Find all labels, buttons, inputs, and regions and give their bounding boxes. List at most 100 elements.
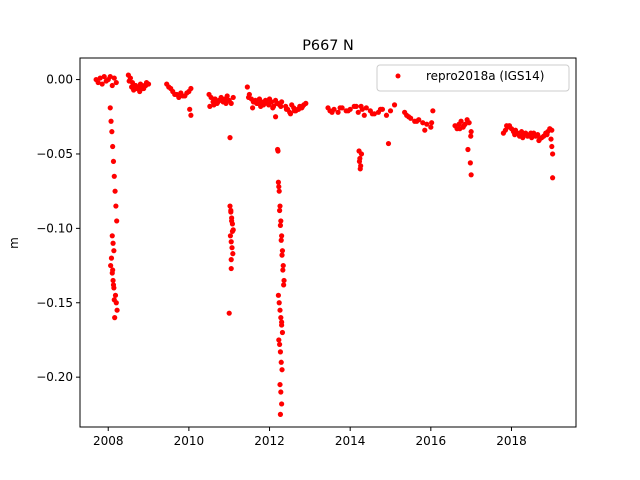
data-point (279, 401, 285, 407)
data-point (244, 84, 250, 90)
y-tick-label: −0.10 (36, 221, 73, 235)
data-point (227, 233, 234, 239)
data-point (287, 111, 294, 117)
data-point (377, 106, 384, 112)
data-point (95, 79, 101, 86)
data-point (466, 120, 472, 126)
data-point (277, 207, 283, 214)
data-point (277, 222, 284, 228)
x-tick-label: 2010 (174, 434, 205, 448)
data-point (111, 75, 117, 81)
data-point (229, 245, 235, 251)
data-point (137, 88, 143, 95)
data-point (355, 109, 361, 115)
legend-box (376, 64, 570, 92)
data-point (406, 114, 412, 120)
x-tick-label: 2008 (93, 434, 124, 448)
data-point (458, 118, 464, 124)
data-point (291, 108, 298, 114)
data-point (528, 130, 534, 136)
data-point (278, 103, 284, 109)
data-point (126, 78, 132, 84)
data-point (279, 252, 285, 258)
data-point (276, 337, 282, 343)
data-point (230, 251, 236, 257)
data-point (277, 341, 283, 348)
plot-area (79, 57, 577, 428)
data-point (270, 105, 276, 111)
data-point (107, 73, 113, 80)
data-point (112, 188, 118, 194)
data-point (113, 203, 119, 209)
data-point (109, 82, 115, 89)
data-point (468, 129, 474, 135)
data-point (110, 267, 116, 273)
data-point (280, 267, 286, 273)
data-point (111, 297, 117, 303)
data-point (228, 265, 234, 272)
data-point (229, 228, 236, 234)
data-point (108, 262, 114, 269)
data-point (275, 292, 281, 298)
data-point (111, 248, 117, 254)
data-point (228, 257, 234, 263)
y-tick-label: 0.00 (46, 73, 73, 87)
data-point (387, 108, 394, 114)
data-point (337, 105, 343, 111)
data-point (535, 132, 541, 138)
chart-title: P667 N (302, 38, 354, 54)
data-point (504, 123, 510, 129)
x-tick-label: 2014 (335, 434, 366, 448)
data-point (465, 146, 471, 153)
data-point (274, 100, 280, 106)
data-point (223, 100, 229, 106)
data-point (369, 111, 375, 117)
data-point (227, 203, 233, 209)
data-point (295, 106, 302, 112)
data-point (278, 359, 284, 365)
legend-marker (395, 73, 401, 79)
data-point (276, 300, 282, 306)
data-point (281, 277, 287, 284)
data-point (275, 148, 281, 154)
data-point (219, 97, 225, 104)
data-point (283, 106, 290, 112)
data-point (110, 282, 117, 288)
data-point (224, 93, 230, 99)
data-point (188, 112, 194, 118)
x-axis: 2008 2010 2012 2014 2016 2018 (93, 427, 527, 448)
x-tick-label: 2018 (496, 434, 527, 448)
data-point (109, 233, 115, 239)
data-point (280, 262, 286, 269)
data-point (258, 103, 264, 109)
data-point (429, 120, 435, 126)
data-point (211, 102, 217, 108)
data-point (176, 94, 182, 101)
data-point (111, 173, 117, 179)
data-point (424, 121, 430, 127)
data-point (109, 129, 115, 135)
data-point (110, 277, 116, 284)
data-point (254, 100, 260, 106)
data-point (277, 381, 283, 388)
data-point (428, 124, 434, 130)
data-point (99, 81, 105, 87)
data-point (361, 112, 367, 118)
data-point (168, 85, 174, 92)
data-point (110, 158, 117, 165)
data-point (101, 73, 107, 80)
data-point (279, 329, 286, 336)
data-point (208, 94, 214, 101)
data-point (383, 112, 390, 118)
data-point (272, 114, 279, 120)
data-point (110, 240, 116, 246)
data-point (357, 166, 363, 172)
data-point (249, 105, 256, 111)
data-point (180, 93, 186, 99)
data-point (245, 94, 252, 101)
data-point (299, 103, 306, 109)
data-point (207, 103, 213, 109)
data-point (549, 143, 555, 150)
data-point (114, 307, 120, 313)
data-point (358, 103, 364, 109)
